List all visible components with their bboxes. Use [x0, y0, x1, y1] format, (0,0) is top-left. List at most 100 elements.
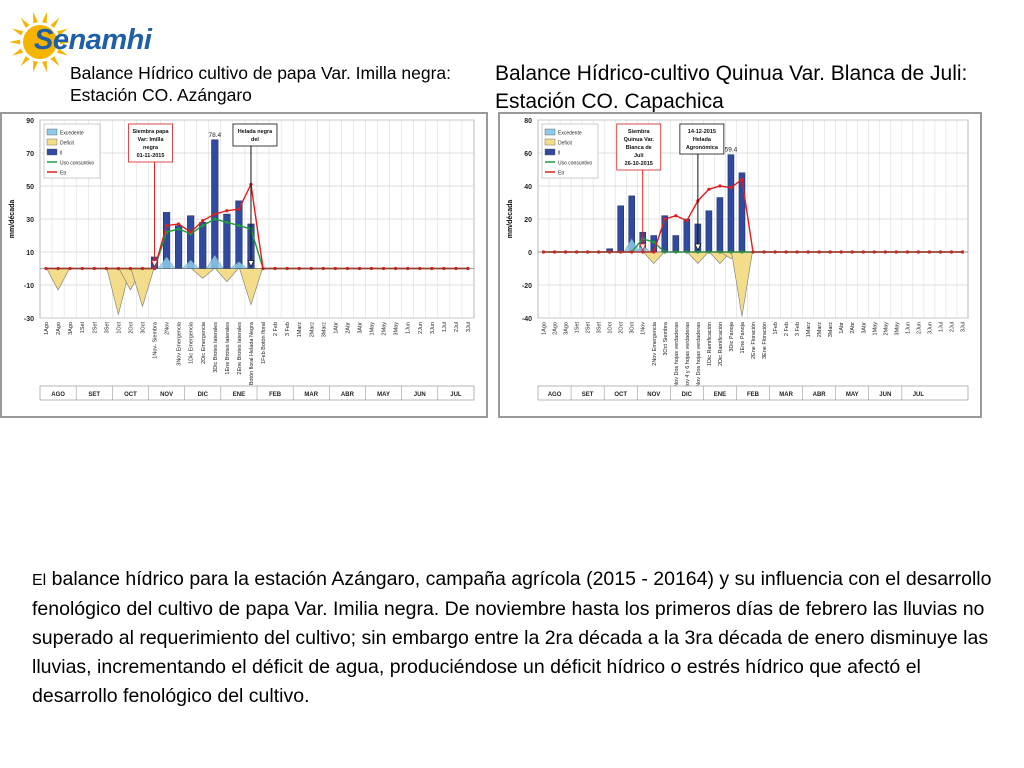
month-label: JUL	[913, 392, 925, 398]
month-label: JUN	[879, 392, 891, 398]
x-tick-label: 2Ene Brotes laterales	[237, 322, 243, 375]
x-tick-label: 1May	[370, 322, 376, 336]
y-tick-label: -30	[24, 316, 34, 323]
x-tick-label: 2May	[883, 322, 889, 336]
x-tick-label: 2Abr	[345, 322, 351, 334]
rain-bar	[235, 200, 243, 269]
month-label: NOV	[160, 392, 173, 398]
annotation-arrowhead	[247, 260, 255, 268]
x-tick-label: 1Set	[80, 322, 86, 334]
y-tick-label: 90	[26, 118, 34, 125]
month-label: ABR	[341, 392, 355, 398]
x-tick-label: 3May	[894, 322, 900, 336]
y-tick-label: 20	[524, 217, 532, 224]
y-tick-label: 60	[524, 151, 532, 158]
water-balance-chart-capachica: -40 -20 0 20 40 60 80 mm/década 59.4 Excedente Def…	[498, 112, 982, 418]
annotation-arrowhead	[150, 260, 159, 268]
sun-ray	[56, 48, 68, 56]
x-tick-label: 2Jul	[949, 322, 955, 332]
rain-bar	[199, 222, 207, 269]
annotation-text: Juli	[634, 153, 644, 159]
annotation-box	[232, 123, 278, 147]
x-tick-label: 1Jul	[442, 322, 448, 332]
legend-swatch	[46, 128, 58, 136]
rain-bar	[211, 139, 219, 269]
annotation-text: negra	[143, 145, 159, 151]
x-tick-label: 1Abr	[333, 322, 339, 334]
x-tick-label: 3Nov Dos hojas verdaderas	[696, 322, 702, 390]
x-tick-label: 2Nov	[165, 322, 171, 335]
x-tick-label: 3Abr	[861, 322, 867, 334]
annotation-text: Blanca de	[626, 145, 652, 151]
sun-ray	[20, 17, 30, 28]
x-tick-label: 1Oct	[116, 322, 122, 334]
x-tick-label: 3Jun	[927, 322, 933, 334]
sun-ray	[42, 60, 47, 73]
x-tick-label: 1Marz	[297, 322, 303, 338]
month-label: AGO	[548, 392, 562, 398]
legend-swatch	[544, 128, 556, 136]
x-tick-label: 3 Feb	[285, 322, 291, 336]
x-tick-label: 3 Feb	[795, 322, 801, 336]
data-label: 59.4	[725, 147, 738, 154]
legend-label: Deficit	[558, 141, 573, 147]
month-label: ENE	[233, 392, 245, 398]
y-tick-label: 40	[524, 184, 532, 191]
y-tick-label: 70	[26, 151, 34, 158]
sun-ray	[33, 60, 38, 73]
x-tick-label: 2 Feb	[784, 322, 790, 336]
legend-label: Etr	[558, 171, 565, 177]
annotation-box	[679, 123, 725, 155]
description-paragraph: El balance hídrico para la estación Azán…	[32, 565, 992, 711]
chart-left-title: Balance Hídrico cultivo de papa Var. Imi…	[70, 63, 451, 105]
month-label: ENE	[714, 392, 726, 398]
annotation-text: Siembra	[628, 129, 651, 135]
etr-point	[685, 219, 689, 223]
uso-consuntivo-point	[237, 224, 241, 228]
x-tick-label: 2Jun	[916, 322, 922, 334]
uso-consuntivo-point	[164, 230, 169, 234]
month-label: NOV	[647, 392, 660, 398]
x-tick-label: 3Jul	[466, 322, 472, 332]
x-tick-label: 3Dic Panoja	[729, 321, 735, 352]
x-tick-label: 1Feb	[773, 322, 779, 335]
annotation-text: Quinua Var.	[624, 137, 655, 143]
uso-consuntivo-point	[177, 227, 181, 231]
x-tick-label: 1Ago	[44, 322, 50, 335]
legend-label: Excedente	[558, 131, 582, 137]
x-tick-label: 3Ene Floración	[762, 322, 768, 359]
annotation-arrowhead	[694, 243, 702, 251]
x-tick-label: 2Nov Emergencia	[652, 321, 658, 366]
rain-bar	[617, 205, 624, 253]
month-label: FEB	[747, 392, 760, 398]
x-tick-label: 2Jul	[454, 322, 460, 332]
legend-swatch	[46, 138, 58, 146]
y-tick-label: 10	[26, 250, 34, 257]
etr-point	[237, 207, 241, 211]
month-label: OCT	[124, 392, 137, 398]
x-tick-label: 3May	[394, 322, 400, 336]
x-tick-label: 1Ene Brotes laterales	[225, 322, 231, 375]
x-tick-label: 2Dic Emergencia	[201, 321, 207, 364]
y-tick-label: -20	[522, 283, 532, 290]
etr-point	[164, 224, 169, 228]
x-tick-label: 2Ene Floración	[751, 322, 757, 359]
etr-point	[674, 214, 678, 218]
x-tick-label: 1Jun	[406, 322, 412, 334]
annotation-text: Helada negra	[238, 129, 273, 135]
x-tick-label: 1Dic Ramificación	[707, 322, 713, 366]
etr-point	[189, 230, 193, 234]
annotation-text: Helada	[693, 137, 712, 143]
chart-right-title: Balance Hídrico-cultivo Quinua Var. Blan…	[495, 62, 968, 113]
rain-bar	[727, 154, 735, 253]
legend-label: Uso consuntivo	[60, 161, 94, 167]
y-tick-label: -40	[522, 316, 532, 323]
etr-point	[225, 209, 229, 213]
sun-icon	[9, 11, 71, 73]
x-tick-label: 2Nov 4 y 6 hojas verdaderas	[685, 322, 691, 392]
legend-swatch	[544, 148, 556, 156]
month-label: SET	[582, 392, 594, 398]
x-tick-label: 1Dic Emergencia	[189, 321, 195, 364]
annotation-text: del	[251, 137, 259, 143]
paragraph-text: balance hídrico para la estación Azángar…	[32, 568, 992, 707]
